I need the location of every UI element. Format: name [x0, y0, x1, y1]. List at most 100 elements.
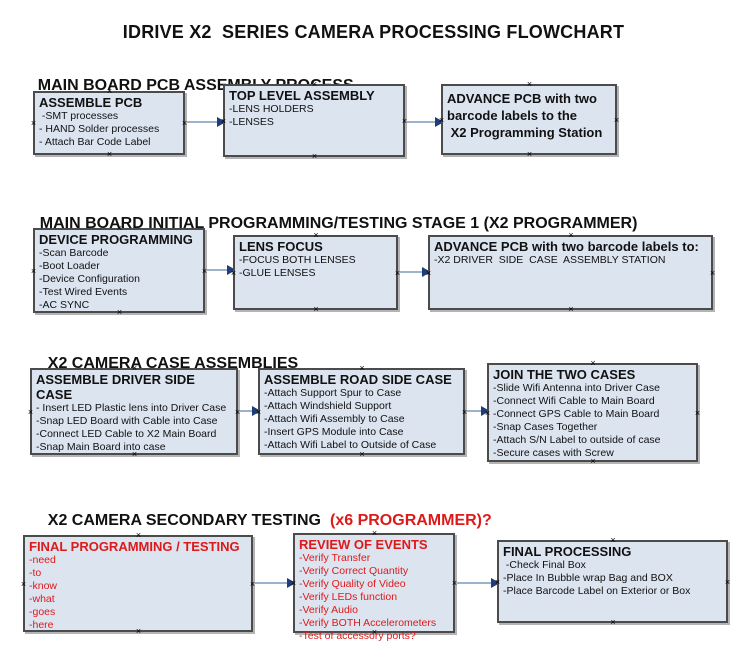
- box-title: ASSEMBLE ROAD SIDE CASE: [264, 372, 452, 387]
- connector-anchor-icon: ×: [526, 79, 533, 89]
- connector-anchor-icon: ×: [249, 578, 256, 589]
- connector-anchor-icon: ×: [255, 406, 262, 417]
- connector-anchor-icon: ×: [234, 406, 241, 417]
- connector-anchor-icon: ×: [401, 115, 408, 126]
- box-items: -Slide Wifi Antenna into Driver Case -Co…: [493, 382, 661, 459]
- connector-anchor-icon: ×: [610, 617, 616, 627]
- flow-arrow[interactable]: [240, 406, 261, 416]
- flow-box-review-of-events[interactable]: REVIEW OF EVENTS -Verify Transfer -Verif…: [291, 529, 457, 643]
- connector-anchor-icon: ×: [359, 449, 365, 459]
- connector-anchor-icon: ×: [371, 528, 378, 538]
- connector-anchor-icon: ×: [394, 267, 401, 278]
- section-header-red-text: (x6 PROGRAMMER)?: [330, 512, 492, 529]
- flow-arrow[interactable]: [255, 578, 296, 588]
- connector-anchor-icon: ×: [484, 407, 491, 418]
- connector-anchor-icon: ×: [30, 265, 37, 276]
- box-title: FINAL PROCESSING: [503, 544, 632, 559]
- box-items: -LENS HOLDERS -LENSES: [229, 103, 314, 128]
- connector-anchor-icon: ×: [30, 118, 37, 128]
- connector-anchor-icon: ×: [425, 267, 432, 278]
- flow-box-advance-pcb-programming-station[interactable]: ADVANCE PCB with two barcode labels to t…: [439, 80, 619, 159]
- box-items: -need -to -know -what -goes -here: [29, 554, 58, 631]
- flow-arrow[interactable]: [457, 578, 500, 588]
- connector-anchor-icon: ×: [20, 578, 27, 589]
- box-title: DEVICE PROGRAMMING: [39, 232, 193, 247]
- box-items: - Insert LED Plastic lens into Driver Ca…: [36, 402, 227, 453]
- box-title: REVIEW OF EVENTS: [299, 537, 428, 552]
- connector-anchor-icon: ×: [27, 406, 34, 417]
- connector-anchor-icon: ×: [461, 406, 468, 417]
- connector-anchor-icon: ×: [131, 449, 138, 459]
- connector-anchor-icon: ×: [590, 358, 596, 368]
- box-items: -SMT processes - HAND Solder processes -…: [39, 110, 160, 148]
- flow-box-assemble-pcb[interactable]: ASSEMBLE PCB -SMT processes - HAND Solde…: [31, 87, 187, 159]
- flow-box-device-programming[interactable]: DEVICE PROGRAMMING -Scan Barcode -Boot L…: [31, 224, 207, 317]
- connector-anchor-icon: ×: [494, 576, 501, 587]
- connector-anchor-icon: ×: [290, 578, 297, 588]
- connector-anchor-icon: ×: [116, 307, 123, 317]
- box-items: -Attach Support Spur to Case -Attach Win…: [264, 387, 437, 451]
- connector-anchor-icon: ×: [230, 267, 237, 278]
- section-header-initial-programming: MAIN BOARD INITIAL PROGRAMMING/TESTING S…: [22, 197, 638, 251]
- connector-anchor-icon: ×: [709, 267, 716, 278]
- connector-anchor-icon: ×: [359, 363, 365, 373]
- flow-box-join-the-two-cases[interactable]: JOIN THE TWO CASES -Slide Wifi Antenna i…: [485, 359, 700, 466]
- box-title: ASSEMBLE DRIVER SIDE CASE: [36, 372, 199, 402]
- page-title: IDRIVE X2 SERIES CAMERA PROCESSING FLOWC…: [122, 22, 625, 42]
- connector-anchor-icon: ×: [451, 578, 458, 588]
- box-title: ADVANCE PCB with two barcode labels to:: [434, 239, 699, 254]
- connector-anchor-icon: ×: [590, 456, 596, 466]
- connector-anchor-icon: ×: [106, 86, 113, 96]
- connector-anchor-icon: ×: [313, 230, 319, 240]
- connector-anchor-icon: ×: [568, 230, 574, 240]
- flow-box-final-programming-testing[interactable]: FINAL PROGRAMMING / TESTING -need -to -k…: [21, 531, 255, 636]
- flow-arrow[interactable]: [407, 117, 444, 127]
- box-title: FINAL PROGRAMMING / TESTING: [29, 539, 240, 554]
- box-title: LENS FOCUS: [239, 239, 323, 254]
- connector-anchor-icon: ×: [201, 265, 208, 276]
- connector-anchor-icon: ×: [311, 79, 318, 89]
- connector-anchor-icon: ×: [181, 118, 188, 128]
- box-title: ADVANCE PCB with two barcode labels to t…: [447, 91, 603, 140]
- section-header-text: MAIN BOARD INITIAL PROGRAMMING/TESTING S…: [39, 215, 638, 232]
- flow-box-assemble-driver-side-case[interactable]: ASSEMBLE DRIVER SIDE CASE - Insert LED P…: [28, 364, 240, 459]
- connector-anchor-icon: ×: [610, 535, 616, 545]
- section-header-text: X2 CAMERA SECONDARY TESTING: [47, 512, 321, 529]
- box-items: -FOCUS BOTH LENSES -GLUE LENSES: [239, 254, 356, 279]
- connector-anchor-icon: ×: [613, 114, 620, 125]
- connector-anchor-icon: ×: [220, 115, 227, 126]
- connector-anchor-icon: ×: [568, 304, 574, 314]
- flow-arrow[interactable]: [400, 267, 431, 277]
- connector-anchor-icon: ×: [438, 114, 445, 125]
- box-title: ASSEMBLE PCB: [39, 95, 143, 110]
- flow-box-assemble-road-side-case[interactable]: ASSEMBLE ROAD SIDE CASE -Attach Support …: [256, 364, 467, 459]
- connector-anchor-icon: ×: [106, 149, 113, 159]
- flow-box-lens-focus[interactable]: LENS FOCUS -FOCUS BOTH LENSES -GLUE LENS…: [231, 231, 400, 314]
- box-items: -X2 DRIVER SIDE CASE ASSEMBLY STATION: [434, 254, 666, 266]
- section-header-secondary-testing: X2 CAMERA SECONDARY TESTING (x6 PROGRAMME…: [30, 494, 492, 548]
- connector-anchor-icon: ×: [526, 149, 533, 159]
- connector-anchor-icon: ×: [313, 304, 319, 314]
- flow-arrow[interactable]: [207, 265, 236, 275]
- connector-anchor-icon: ×: [311, 151, 318, 161]
- connector-anchor-icon: ×: [371, 627, 378, 637]
- flow-arrow[interactable]: [187, 117, 226, 127]
- box-items: -Scan Barcode -Boot Loader -Device Confi…: [39, 247, 140, 311]
- connector-anchor-icon: ×: [135, 530, 142, 540]
- flow-box-final-processing[interactable]: FINAL PROCESSING -Check Final Box -Place…: [495, 536, 730, 627]
- box-title: JOIN THE TWO CASES: [493, 367, 636, 382]
- flow-box-advance-pcb-driver-side[interactable]: ADVANCE PCB with two barcode labels to: …: [426, 231, 715, 314]
- connector-anchor-icon: ×: [131, 363, 138, 373]
- section-header-text: X2 CAMERA CASE ASSEMBLIES: [47, 355, 299, 372]
- box-title: TOP LEVEL ASSEMBLY: [229, 88, 375, 103]
- connector-anchor-icon: ×: [116, 223, 123, 233]
- box-items: -Verify Transfer -Verify Correct Quantit…: [299, 552, 437, 642]
- flow-box-top-level-assembly[interactable]: TOP LEVEL ASSEMBLY -LENS HOLDERS -LENSES…: [221, 80, 407, 161]
- connector-anchor-icon: ×: [694, 407, 701, 418]
- flow-arrow[interactable]: [467, 406, 490, 416]
- connector-anchor-icon: ×: [724, 576, 731, 587]
- connector-anchor-icon: ×: [135, 626, 142, 636]
- section-header-case-assemblies: X2 CAMERA CASE ASSEMBLIES: [30, 337, 298, 391]
- box-items: -Check Final Box -Place In Bubble wrap B…: [503, 559, 691, 597]
